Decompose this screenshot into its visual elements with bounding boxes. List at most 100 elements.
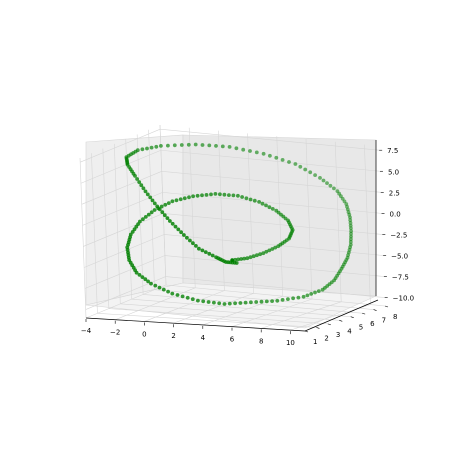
data-point [149,145,154,150]
data-point [157,285,162,290]
data-point [138,219,142,224]
data-point [259,299,264,304]
data-point [270,207,275,211]
grid-line [231,298,313,327]
x-tick-label: 0 [142,330,146,338]
data-point [316,289,321,293]
data-point [200,143,205,147]
data-point [267,205,272,210]
data-point [206,300,211,304]
grid-line [165,276,385,298]
data-point [172,143,177,148]
data-point [207,143,212,148]
grid-line [120,303,340,321]
grid-line [80,128,161,163]
data-point [210,253,215,258]
data-point [182,196,187,201]
z-tick-label: −5.0 [391,252,408,260]
z-tick-label: −2.5 [390,231,407,239]
data-point [145,146,149,151]
x-tick-labels: −4 −2 0 2 4 6 8 10 [81,327,295,347]
data-point [309,292,314,296]
grid-line [85,284,167,319]
data-point [145,192,150,197]
data-point [349,229,353,234]
data-point [286,297,290,301]
data-point [318,176,322,180]
grid-line [97,312,317,328]
data-point [194,244,198,248]
data-point [291,296,295,301]
data-point [260,201,265,206]
data-point [249,300,253,305]
data-point [135,148,140,153]
data-point [222,302,227,306]
data-point [348,215,352,220]
y-tick-label: 2 [324,334,328,342]
y-tick-mark [362,312,366,315]
data-point [156,206,161,211]
data-point [175,293,180,297]
data-point [146,212,151,217]
grid-line [154,289,374,310]
data-point [190,297,195,302]
y-tick-label: 8 [393,313,397,321]
data-point [173,224,178,229]
data-point [160,210,165,215]
grid-line [84,255,166,289]
y-axis-line [304,299,379,332]
grid-line [165,284,386,307]
data-point [257,200,261,204]
data-point [258,252,262,257]
data-point [236,193,240,198]
data-point [168,219,172,223]
grid-line [160,149,380,172]
grid-line [102,148,110,309]
grid-line [91,153,98,314]
data-point [209,192,213,197]
data-point [170,291,175,296]
data-point [153,283,158,288]
x-tick-label: 4 [201,334,206,342]
z-tick-label: −10.0 [393,295,414,303]
data-point [313,290,317,295]
grid-line [159,124,167,286]
grid-line [334,141,342,302]
data-point [179,230,184,235]
data-point [287,160,291,164]
data-point [293,162,298,166]
data-point [325,181,329,186]
grid-line [202,295,283,326]
grid-line [83,213,164,247]
data-point [233,257,238,262]
grid-line [136,134,144,295]
data-point [149,210,154,215]
y-tick-mark [316,327,320,329]
y-tick-label: 1 [313,338,317,346]
data-point [227,145,232,149]
data-point [238,301,243,305]
y-tick-mark [384,305,389,308]
y-tick-label: 5 [359,324,363,332]
data-point [195,193,200,198]
data-point [203,250,208,255]
grid-line [364,144,371,305]
data-point [185,295,190,300]
x-axis-line [85,317,306,332]
grid-line [81,171,162,205]
x-tick-label: −2 [110,329,120,337]
data-point [140,147,145,152]
data-point [280,298,285,302]
data-point [261,251,266,256]
data-point [212,300,216,305]
data-point [159,144,163,148]
grid-line [79,157,87,319]
grid-line [80,149,162,184]
data-point [348,221,353,225]
data-point [264,203,268,208]
grid-line [276,136,284,297]
z-tick-label: 0.0 [390,210,401,218]
data-point [227,193,231,198]
data-point [214,144,218,148]
